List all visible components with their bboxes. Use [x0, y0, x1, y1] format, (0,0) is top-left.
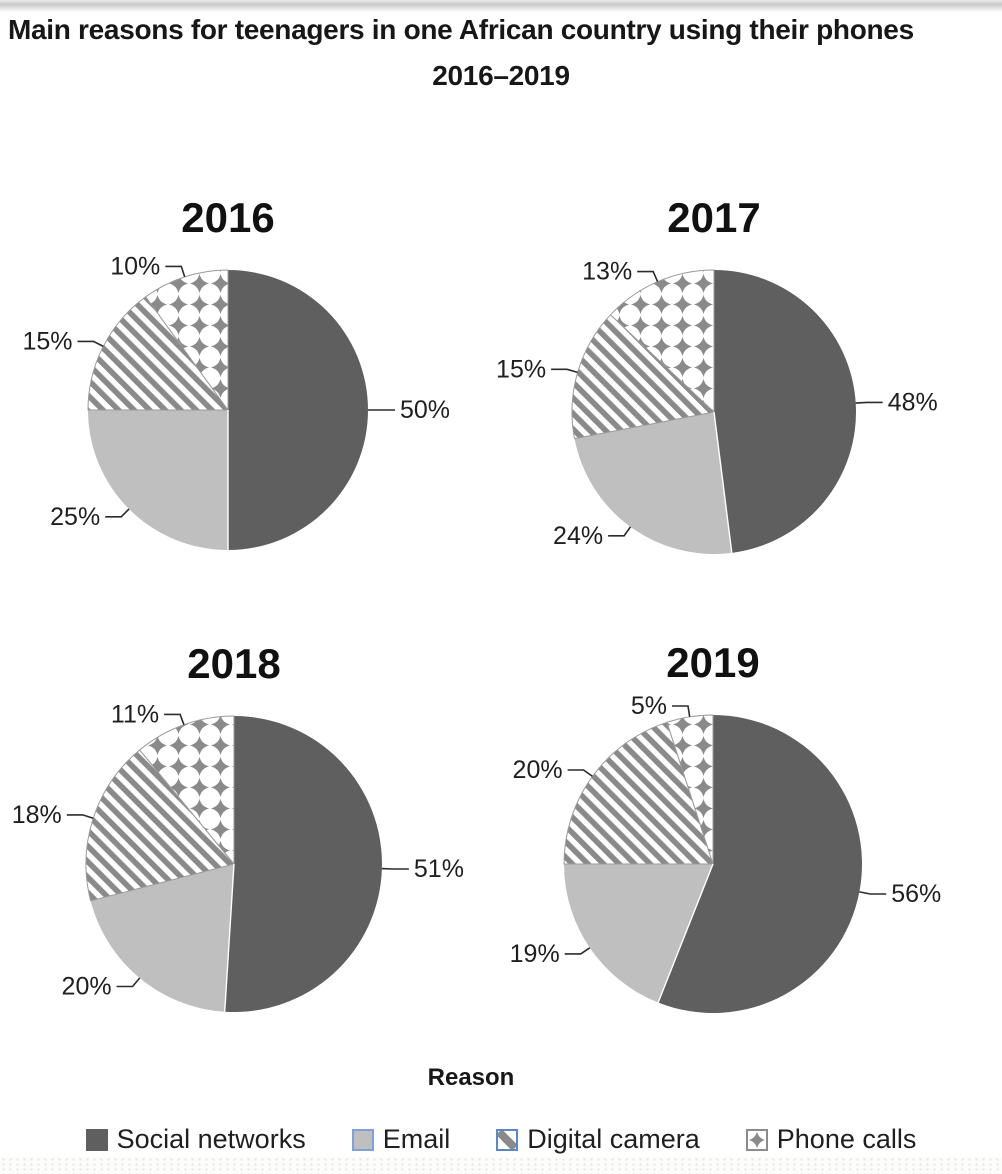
pie-year-title: 2018 — [187, 640, 280, 687]
slice-separator-line — [713, 411, 733, 553]
pie-chart-2017: 2017 48% 24% 15% 13% — [496, 194, 938, 554]
pie-slice-digital-camera — [563, 721, 714, 865]
legend-item-social-networks: Social networks — [85, 1124, 306, 1155]
chart-main-title-line1: Main reasons for teenagers in one Africa… — [8, 14, 914, 45]
pie-slice-social-networks — [714, 269, 857, 553]
pie-slice-email — [88, 410, 228, 550]
email-swatch-icon — [351, 1128, 374, 1151]
pie-percent-label: 10% — [110, 252, 160, 280]
pie-chart-2016: 2016 50% 25% 15% 10% — [22, 194, 450, 550]
pie-chart-2019: 2019 56% 19% 20% 5% — [510, 639, 941, 1013]
label-leader-line — [567, 769, 593, 778]
label-leader-line — [551, 368, 578, 374]
label-leader-line — [164, 713, 185, 725]
label-leader-line — [564, 947, 591, 955]
pie-percent-label: 20% — [513, 756, 563, 784]
pie-slice-email — [574, 412, 732, 554]
label-leader-line — [77, 340, 104, 348]
legend-label: Phone calls — [776, 1124, 917, 1154]
chart-legend: Social networks Email Digital camera Pho… — [0, 1124, 1002, 1155]
pie-percent-label: 20% — [62, 973, 112, 1001]
pie-percent-label: 50% — [400, 396, 450, 424]
label-leader-line — [855, 401, 883, 404]
pie-slice-social-networks — [224, 716, 382, 1012]
pie-year-title: 2019 — [666, 639, 759, 686]
legend-label: Social networks — [116, 1124, 306, 1154]
label-leader-line — [608, 526, 632, 537]
slice-separator-line — [657, 863, 714, 1003]
pie-year-title: 2016 — [181, 194, 274, 241]
pie-percent-label: 56% — [891, 880, 941, 908]
pie-percent-label: 48% — [888, 388, 938, 416]
legend-label: Digital camera — [527, 1124, 700, 1154]
label-leader-line — [105, 508, 130, 518]
pie-slice-social-networks — [658, 715, 862, 1013]
pie-chart-2018: 2018 51% 20% 18% 11% — [12, 640, 464, 1012]
pie-slice-social-networks — [228, 270, 368, 550]
pie-slice-phone-calls — [138, 715, 235, 866]
pie-slice-digital-camera — [571, 314, 716, 440]
label-leader-line — [672, 705, 691, 717]
slice-separator-line — [224, 863, 235, 1012]
pie-percent-label: 24% — [553, 522, 603, 550]
phone-calls-swatch-icon — [745, 1128, 768, 1151]
pie-percent-label: 51% — [414, 855, 464, 883]
pie-percent-label: 25% — [50, 503, 100, 531]
legend-item-email: Email — [351, 1124, 451, 1155]
pie-year-title: 2017 — [667, 194, 760, 241]
pie-slice-phone-calls — [145, 269, 229, 412]
pie-percent-label: 13% — [582, 258, 632, 286]
legend-item-digital-camera: Digital camera — [496, 1124, 700, 1155]
pie-percent-label: 19% — [510, 940, 560, 968]
chart-main-title-line2: 2016–2019 — [432, 60, 570, 91]
label-leader-line — [66, 814, 94, 820]
pie-slice-phone-calls — [666, 714, 714, 865]
label-leader-line — [859, 891, 887, 895]
page-bottom-edge-band — [0, 1157, 1002, 1174]
pie-percent-label: 15% — [22, 327, 72, 355]
social-networks-swatch-icon — [85, 1128, 108, 1151]
legend-label: Email — [382, 1124, 451, 1154]
pie-percent-label: 18% — [12, 801, 62, 829]
pie-slice-email — [563, 864, 713, 1003]
pie-slice-email — [90, 864, 235, 1012]
label-leader-line — [165, 265, 186, 278]
legend-item-phone-calls: Phone calls — [745, 1124, 917, 1155]
pie-percent-label: 15% — [496, 355, 546, 383]
page-top-edge-band — [0, 0, 1002, 13]
pie-percent-label: 11% — [111, 700, 159, 728]
pie-slice-digital-camera — [85, 749, 235, 902]
reason-axis-label: Reason — [427, 1064, 515, 1091]
pie-percent-label: 5% — [631, 692, 667, 720]
label-leader-line — [116, 977, 141, 988]
label-leader-line — [637, 270, 659, 283]
digital-camera-swatch-icon — [496, 1128, 519, 1151]
